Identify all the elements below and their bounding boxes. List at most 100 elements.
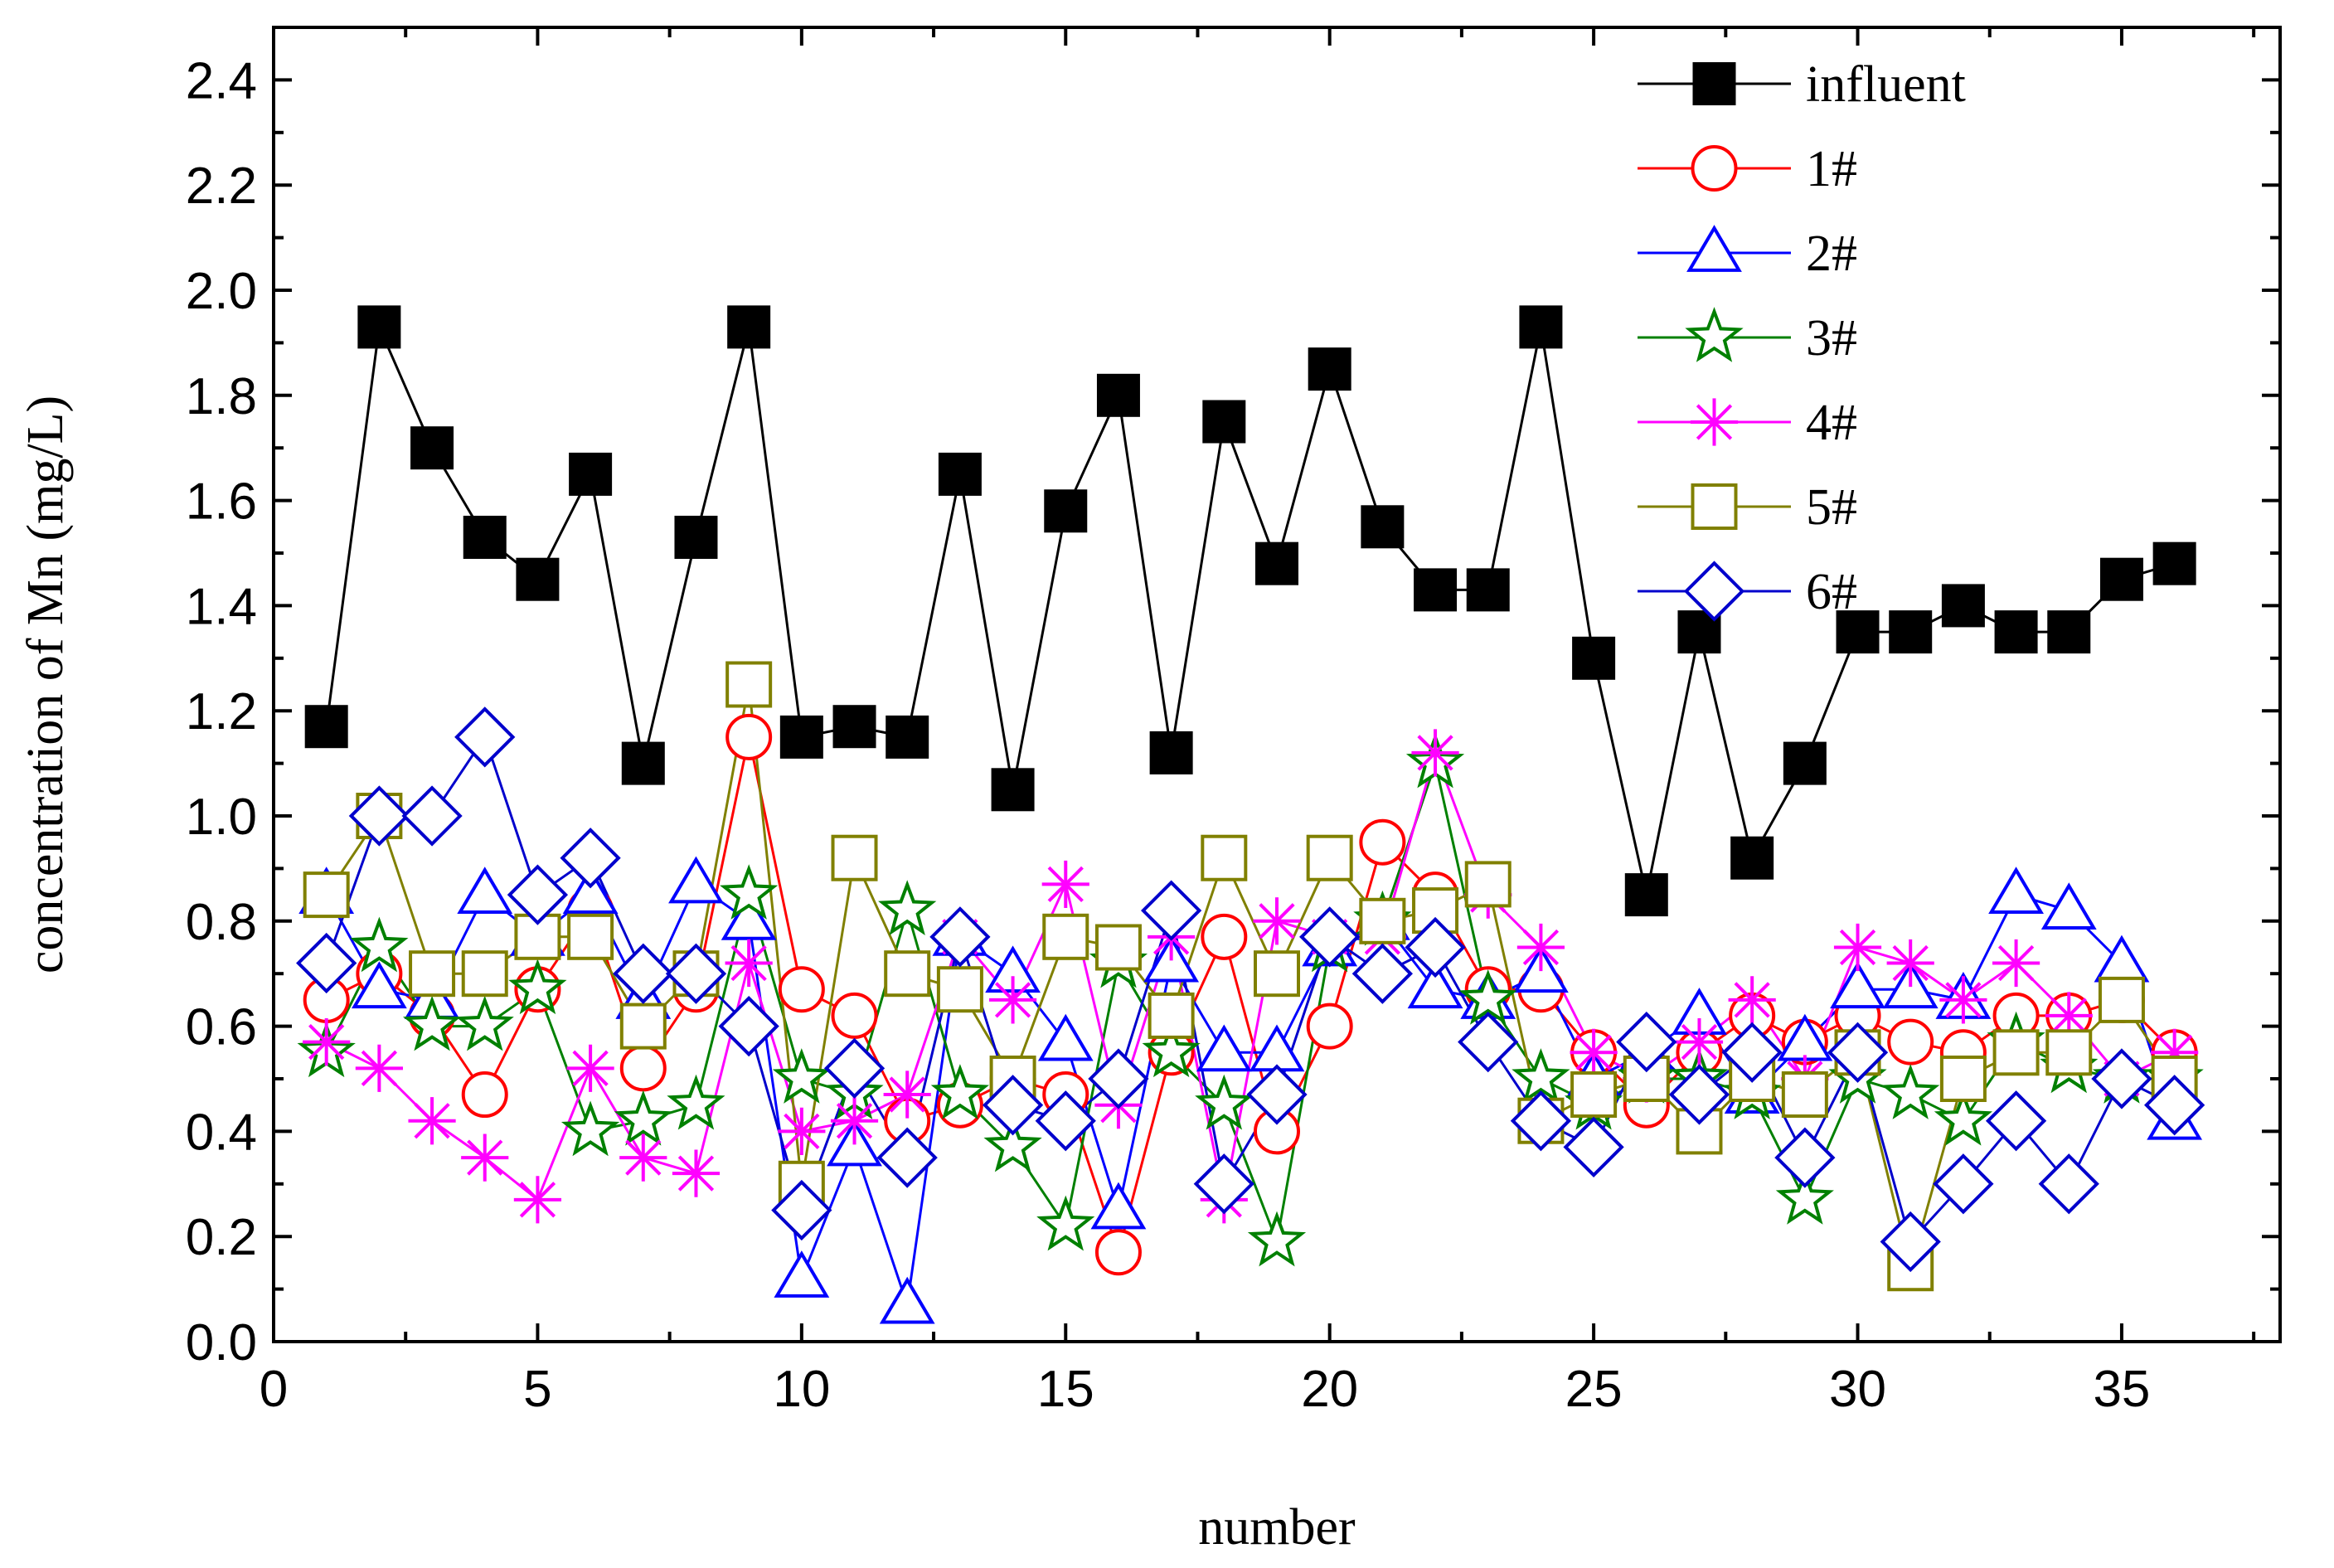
- legend-marker: [1685, 307, 1744, 362]
- data-point: [461, 1134, 509, 1182]
- data-point: [1992, 1029, 2040, 1076]
- data-point: [619, 1002, 667, 1050]
- legend-label: 5#: [1806, 479, 1857, 536]
- data-point: [1624, 873, 1668, 917]
- data-point: [1934, 1090, 1993, 1146]
- data-point: [1407, 961, 1463, 1009]
- legend-marker: [1690, 398, 1739, 446]
- x-tick-label: 10: [773, 1361, 830, 1418]
- data-point: [2098, 976, 2145, 1023]
- data-point: [668, 856, 724, 904]
- y-tick-label: 1.0: [186, 789, 257, 846]
- data-point: [1728, 976, 1776, 1024]
- data-point: [562, 867, 619, 915]
- data-point: [461, 950, 508, 998]
- data-point: [936, 966, 983, 1013]
- legend-label: 2#: [1806, 226, 1857, 282]
- data-point: [1306, 834, 1353, 881]
- data-point: [1721, 1022, 1783, 1083]
- data-point: [1201, 834, 1248, 881]
- data-point: [1255, 541, 1298, 585]
- data-point: [457, 867, 513, 915]
- data-point: [1254, 950, 1300, 998]
- legend-label: 4#: [1806, 395, 1857, 451]
- data-point: [1094, 924, 1142, 971]
- x-axis-title: number: [1198, 1499, 1356, 1556]
- data-point: [2047, 610, 2091, 654]
- data-point: [674, 515, 718, 559]
- data-point: [351, 961, 407, 1009]
- data-point: [1041, 860, 1089, 909]
- data-point: [1881, 1064, 1940, 1119]
- data-point: [2038, 1153, 2099, 1215]
- data-point: [2045, 1029, 2093, 1076]
- data-point: [929, 906, 991, 968]
- data-point: [1941, 584, 1985, 628]
- data-point: [614, 1090, 672, 1146]
- data-point: [823, 1037, 886, 1099]
- data-point: [566, 1044, 614, 1092]
- data-point: [930, 1064, 990, 1119]
- data-point: [1306, 1002, 1353, 1050]
- legend-label: 6#: [1806, 564, 1857, 620]
- data-point: [1196, 1024, 1252, 1072]
- y-tick-label: 0.2: [186, 1209, 257, 1266]
- y-tick-label: 0.8: [186, 894, 257, 951]
- data-point: [463, 515, 507, 559]
- x-tick-label: 0: [260, 1361, 288, 1418]
- data-point: [619, 1134, 667, 1182]
- data-point: [1510, 1090, 1572, 1152]
- data-point: [727, 305, 771, 349]
- data-point: [1887, 1018, 1934, 1066]
- data-point: [774, 1250, 830, 1298]
- x-tick-label: 25: [1565, 1361, 1623, 1418]
- data-point: [508, 959, 567, 1015]
- data-point: [1195, 1074, 1254, 1130]
- data-point: [1351, 943, 1413, 1004]
- data-point: [991, 768, 1035, 812]
- data-point: [1563, 1116, 1624, 1178]
- data-point: [1519, 305, 1563, 349]
- data-point: [1141, 880, 1202, 941]
- data-point: [1730, 836, 1774, 880]
- data-point: [1516, 923, 1565, 972]
- data-point: [884, 950, 931, 998]
- data-point: [883, 1070, 931, 1119]
- data-point: [718, 995, 779, 1057]
- data-point: [725, 661, 773, 708]
- data-point: [667, 1074, 725, 1130]
- x-tick-label: 5: [523, 1361, 551, 1418]
- data-point: [560, 828, 621, 889]
- data-point: [1411, 729, 1459, 777]
- data-point: [1308, 347, 1351, 391]
- data-point: [1464, 861, 1512, 908]
- data-point: [1202, 400, 1246, 444]
- data-point: [613, 943, 674, 1004]
- y-tick-label: 1.2: [186, 683, 257, 740]
- data-point: [1458, 968, 1517, 1025]
- data-point: [725, 939, 773, 988]
- data-point: [1094, 1229, 1142, 1276]
- data-point: [402, 995, 462, 1051]
- data-point: [455, 995, 514, 1051]
- data-point: [988, 976, 1037, 1024]
- data-point: [778, 1107, 826, 1155]
- data-point: [303, 1018, 351, 1066]
- y-tick-label: 2.0: [186, 263, 257, 320]
- data-point: [1836, 610, 1880, 654]
- data-point: [725, 713, 773, 760]
- data-point: [665, 943, 727, 1004]
- data-point: [886, 715, 929, 759]
- data-point: [778, 966, 825, 1013]
- data-point: [408, 1097, 456, 1145]
- legend-label: 3#: [1806, 310, 1857, 367]
- data-point: [569, 452, 613, 496]
- data-point: [1827, 1022, 1889, 1083]
- data-point: [1512, 1048, 1570, 1104]
- data-point: [1246, 1064, 1308, 1125]
- data-point: [1249, 1024, 1305, 1072]
- data-point: [621, 741, 665, 785]
- data-point: [516, 557, 560, 601]
- legend-marker: [1691, 145, 1738, 192]
- data-point: [567, 913, 614, 960]
